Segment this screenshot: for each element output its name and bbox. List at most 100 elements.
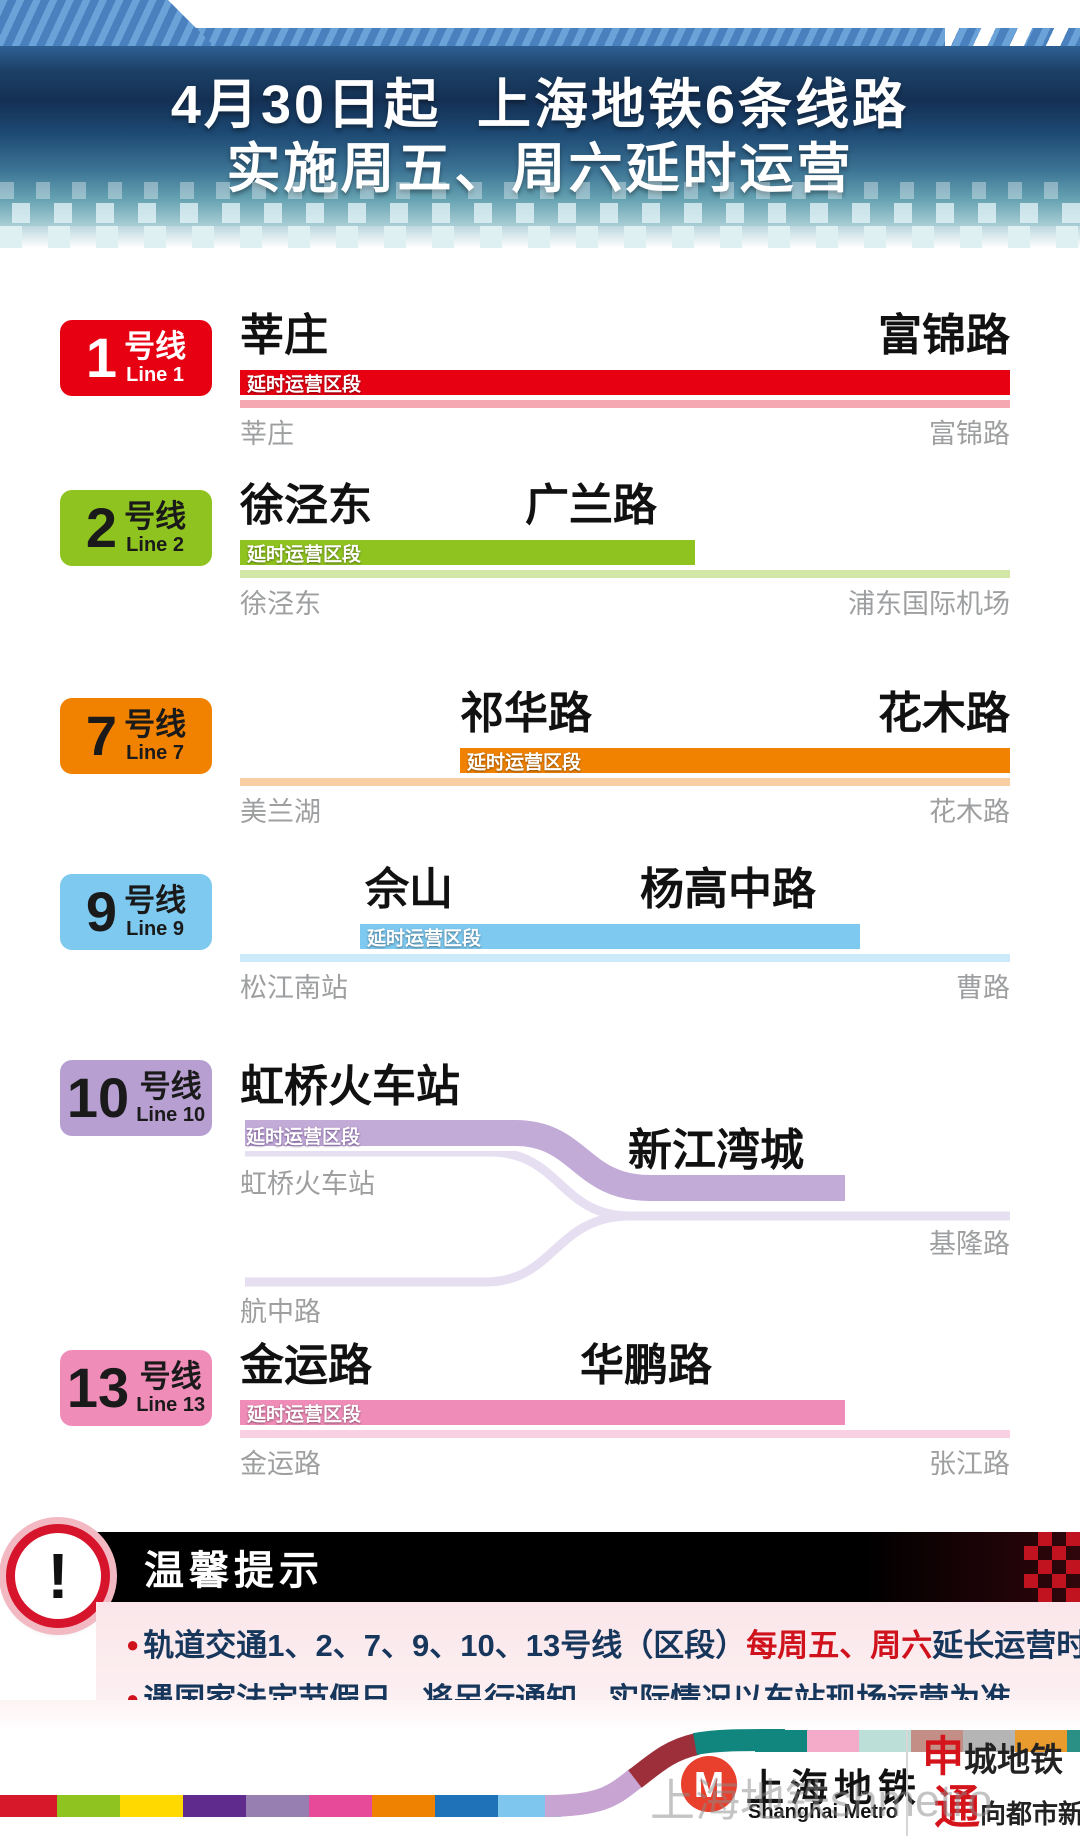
line13-number: 13 [66,1356,130,1419]
line10-en: Line 10 [136,1104,206,1126]
line7-extended-segment-bar: 延时运营区段 [460,748,1010,773]
line2-full-line-bar [240,570,1010,578]
warning-exclamation: ! [47,1540,69,1612]
line1-terminal-left: 莘庄 [240,419,294,449]
line13-segment-label: 延时运营区段 [247,1404,362,1425]
notice-header-bar: 温馨提示 [96,1532,1080,1602]
ribbon-segment [57,1795,120,1817]
logo-m: M [694,1764,724,1805]
line7-full-line-bar [240,778,1010,786]
line1-segment-label: 延时运营区段 [247,374,362,395]
line1-number: 1 [85,326,118,389]
footer-slogan: 申城地铁 通向都市新生活 [922,1733,1080,1831]
header-stripe-band [0,28,1080,48]
notice-bullet-1-post: 延长运营时间。 [932,1628,1080,1663]
ribbon-segment [963,1730,1015,1752]
line9-en: Line 9 [126,918,184,940]
line13-station-right: 华鹏路 [580,1341,712,1390]
line1-terminal-right: 富锦路 [929,419,1010,449]
notice-section: 温馨提示 ! ● 轨道交通1、2、7、9、10、13号线（区段）每周五、周六延长运… [0,1524,1080,1732]
notice-bullet-1-highlight: 每周五、周六 [746,1628,933,1663]
line7-segment-label: 延时运营区段 [467,752,582,773]
ribbon-segment [435,1795,498,1817]
ribbon-top [755,1730,1080,1752]
line2-unit: 号线 [124,499,187,534]
header-corner-tab [0,0,215,47]
line10-upper-branch [245,1147,631,1221]
ribbon-segment [183,1795,246,1817]
line13-terminal-left: 金运路 [240,1449,321,1479]
line10-segment-label: 延时运营区段 [246,1127,361,1148]
line10-terminal-hongqiao: 虹桥火车站 [240,1169,375,1199]
line7-badge: 7 号线 Line 7 [60,698,212,774]
checker-row-2 [0,203,1080,223]
line10-number: 10 [66,1066,130,1129]
footer: M 上海地铁 Shanghai Metro 申城地铁 通向都市新生活 上海地铁s… [0,1700,1080,1840]
line9-extended-segment-bar: 延时运营区段 [360,924,860,949]
ribbon-segment [911,1730,963,1752]
slogan1-red-char: 申 [922,1733,965,1780]
line2-terminal-left: 徐泾东 [240,589,321,619]
ribbon-segment [246,1795,309,1817]
line9-number: 9 [85,880,118,943]
line9-full-line-bar [240,954,1010,962]
poster-title-line2: 实施周五、周六延时运营 [226,139,854,199]
slogan2-rest: 向都市新生活 [980,1799,1080,1829]
line9-terminal-left: 松江南站 [240,973,348,1003]
line7-terminal-left: 美兰湖 [240,797,321,827]
header: 4月30日起 上海地铁6条线路 实施周五、周六延时运营 [0,0,1080,248]
line13-full-line-bar [240,1430,1010,1438]
checker-row-3 [0,226,1080,248]
line2-station-right: 广兰路 [525,481,657,530]
line1-unit: 号线 [124,329,187,364]
poster-title-line1: 4月30日起 上海地铁6条线路 [170,75,910,135]
line2-terminal-right: 浦东国际机场 [848,589,1010,619]
line7-terminal-right: 花木路 [929,797,1010,827]
ribbon-segment [309,1795,372,1817]
line1-section: 1 号线 Line 1 莘庄 富锦路 延时运营区段 莘庄 富锦路 [0,311,1080,462]
line10-terminal-hangzhong: 航中路 [240,1297,321,1327]
line10-section: 10 号线 Line 10 虹桥火车站 延时运营区段 新江湾城 虹桥火车站 基隆… [0,1050,1080,1350]
line2-number: 2 [85,496,118,559]
brand-name-cn: 上海地铁 [746,1768,923,1810]
line7-number: 7 [85,704,118,767]
line13-station-left: 金运路 [240,1341,372,1390]
warning-icon: ! [6,1524,110,1628]
line1-station-left: 莘庄 [240,311,328,360]
line2-en: Line 2 [126,534,184,556]
line13-en: Line 13 [136,1394,206,1416]
line1-full-line-bar [240,400,1010,408]
line7-station-left: 祁华路 [460,689,592,738]
line2-badge: 2 号线 Line 2 [60,490,212,566]
watermark-text: 上海地铁shmetro [650,1775,993,1826]
line13-unit: 号线 [139,1359,202,1394]
line7-station-right: 花木路 [878,689,1010,738]
line10-terminal-jilu: 基隆路 [929,1229,1010,1259]
line1-en: Line 1 [126,364,184,386]
line13-terminal-right: 张江路 [929,1449,1010,1479]
line9-terminal-right: 曹路 [956,973,1010,1003]
line10-station-hongqiao: 虹桥火车站 [240,1062,460,1111]
line9-section: 9 号线 Line 9 佘山 杨高中路 延时运营区段 松江南站 曹路 [0,865,1080,1016]
shanghai-metro-logo-icon: M [681,1756,737,1812]
notice-body-panel: ●轨道交通1、2、7、9、10、13号线（区段）每周五、周六延长运营时间。 ●遇… [96,1602,1080,1732]
line10-unit: 号线 [139,1069,202,1104]
ribbon-segment [0,1795,57,1817]
ribbon-segment [1015,1730,1067,1752]
line10-lower-branch [245,1211,631,1287]
ribbon-bottom [0,1795,561,1817]
line2-section: 2 号线 Line 2 徐泾东 广兰路 延时运营区段 徐泾东 浦东国际机场 [0,481,1080,632]
line9-station-left: 佘山 [365,865,453,914]
line7-unit: 号线 [124,707,187,742]
ribbon-segment [372,1795,435,1817]
header-gradient [0,46,1080,198]
line13-badge: 13 号线 Line 13 [60,1350,212,1426]
line1-extended-segment-bar: 延时运营区段 [240,370,1010,395]
notice-red-checker-decoration [1024,1532,1080,1602]
ribbon-segment [120,1795,183,1817]
line1-badge: 1 号线 Line 1 [60,320,212,396]
line13-section: 13 号线 Line 13 金运路 华鹏路 延时运营区段 金运路 张江路 [0,1341,1080,1492]
header-stripe-white-accent [945,28,1080,48]
footer-divider [906,1730,908,1836]
